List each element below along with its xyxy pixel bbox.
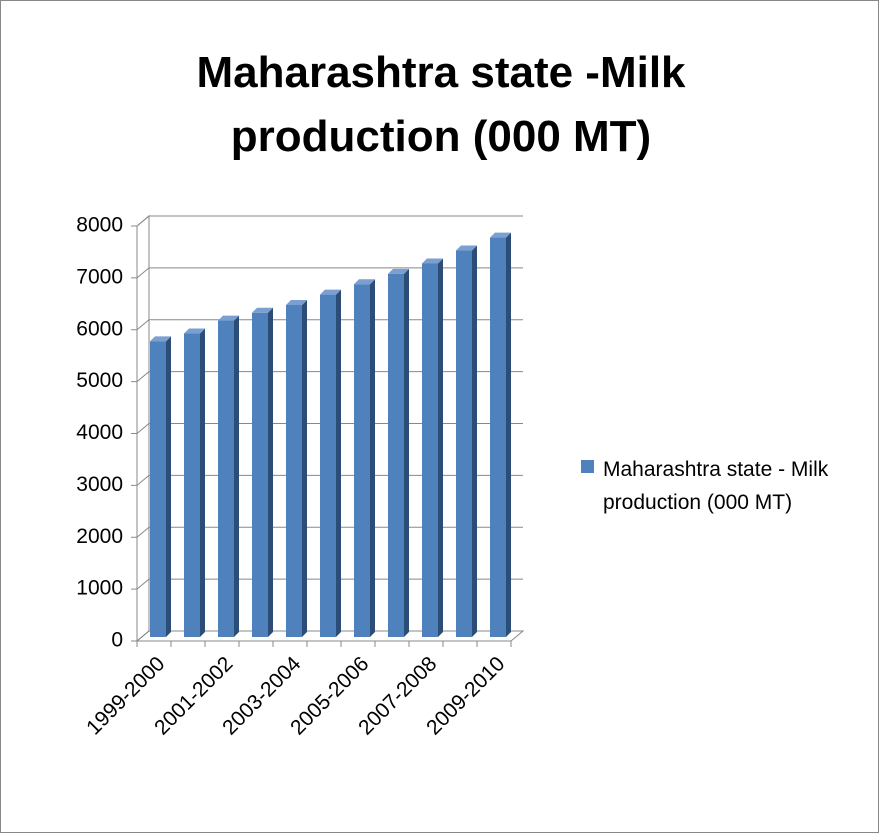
bar-top: [456, 245, 477, 251]
bar: [354, 284, 370, 637]
y-tick-label: 6000: [76, 317, 123, 340]
bar-side: [268, 307, 273, 637]
bar-top: [150, 336, 171, 342]
y-tick-label: 4000: [76, 421, 123, 444]
legend-swatch: [581, 460, 594, 473]
bar-top: [184, 328, 205, 334]
bar-side: [506, 232, 511, 637]
chart-title: Maharashtra state -Milk production (000 …: [196, 48, 686, 161]
grid-line: [136, 215, 523, 227]
y-tick-label: 1000: [76, 577, 123, 600]
legend-label: Maharashtra state - Milk production (000…: [603, 458, 829, 514]
y-tick-label: 5000: [76, 369, 123, 392]
bar-top: [252, 307, 273, 313]
bar-top: [388, 268, 409, 274]
bar-top: [490, 232, 511, 238]
bar-top: [286, 300, 307, 305]
bar: [286, 305, 302, 637]
bar-side: [166, 336, 171, 637]
bar-side: [438, 258, 443, 637]
grid-line: [136, 267, 523, 279]
bar-side: [404, 268, 409, 637]
bar-side: [200, 328, 205, 637]
bar: [218, 320, 234, 637]
bar: [150, 341, 166, 637]
bar: [490, 237, 506, 637]
y-tick-label: 8000: [76, 214, 123, 237]
bar: [388, 273, 404, 637]
bar-side: [370, 279, 375, 637]
bar-side: [336, 289, 341, 637]
bar: [456, 250, 472, 637]
y-tick-label: 3000: [76, 473, 123, 496]
bar-top: [354, 279, 375, 285]
y-tick-label: 2000: [76, 525, 123, 548]
legend: Maharashtra state - Milk production (000…: [581, 453, 851, 519]
bar-top: [218, 315, 239, 321]
bar-side: [234, 315, 239, 637]
bar: [252, 312, 268, 637]
bar: [422, 263, 438, 637]
bar: [184, 333, 200, 637]
bar: [320, 294, 336, 637]
y-tick-label: 0: [111, 629, 123, 652]
y-tick-label: 7000: [76, 265, 123, 288]
bar-top: [320, 289, 341, 295]
bar-top: [422, 258, 443, 264]
bar-side: [302, 300, 307, 637]
bar-side: [472, 245, 477, 637]
